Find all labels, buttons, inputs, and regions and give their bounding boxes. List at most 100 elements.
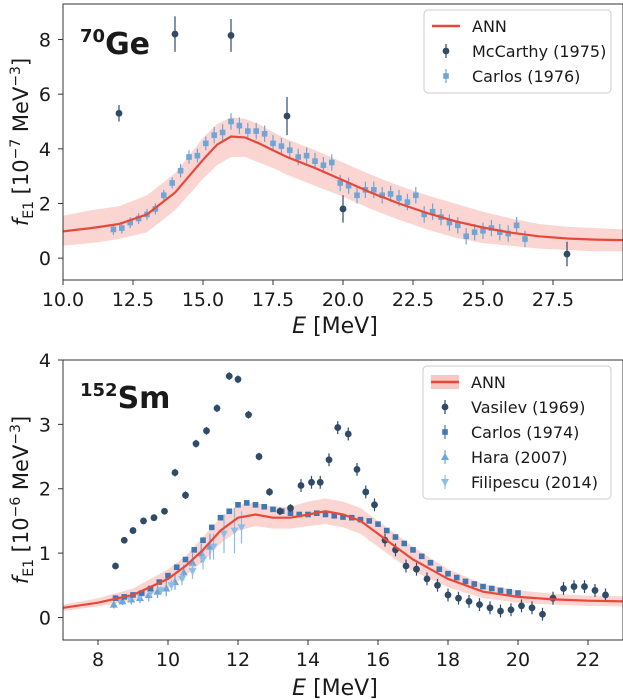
series-vasilev-1969 <box>112 372 609 621</box>
data-point <box>225 372 233 380</box>
data-point <box>463 233 469 240</box>
data-point <box>325 456 333 464</box>
legend-label: Carlos (1974) <box>471 423 579 442</box>
data-point <box>354 192 360 199</box>
x-tick-label: 17.5 <box>252 289 294 311</box>
y-axis-label: fE1 [10−6 MeV−3] <box>8 416 37 584</box>
data-point <box>316 478 324 486</box>
data-point <box>334 424 342 431</box>
legend-label: Vasilev (1969) <box>471 398 585 417</box>
x-tick-label: 14 <box>296 649 320 671</box>
data-point <box>208 524 215 531</box>
data-point <box>115 109 123 117</box>
data-point <box>171 30 179 38</box>
data-point <box>219 129 226 136</box>
data-point <box>413 192 419 199</box>
data-point <box>191 547 198 553</box>
x-tick-label: 22 <box>576 649 600 671</box>
data-point <box>161 507 168 515</box>
legend-marker-swatch <box>441 403 449 411</box>
data-point <box>287 147 293 153</box>
data-point <box>379 192 385 199</box>
data-point <box>383 527 390 534</box>
data-point <box>331 512 338 519</box>
data-point <box>353 466 361 473</box>
series-carlos-1976 <box>110 113 528 248</box>
legend-marker-swatch <box>441 452 449 460</box>
data-point <box>505 230 511 237</box>
legend-label: ANN <box>472 17 507 36</box>
data-point <box>188 558 197 566</box>
data-point <box>303 152 310 159</box>
x-tick-label: 12 <box>226 649 250 671</box>
legend-item: Carlos (1974) <box>442 423 579 442</box>
data-point <box>497 229 503 235</box>
legend-item: Carlos (1976) <box>443 67 580 86</box>
data-point <box>396 195 402 201</box>
legend-box <box>422 365 612 500</box>
data-point <box>162 584 171 592</box>
data-point <box>199 556 207 564</box>
data-point <box>560 585 567 592</box>
data-point <box>497 587 504 594</box>
data-point <box>186 154 192 160</box>
legend-item: Filipescu (2014) <box>441 473 598 492</box>
plot-area <box>63 16 623 267</box>
data-point <box>245 411 252 419</box>
y-tick-label: 6 <box>39 84 51 106</box>
data-point <box>150 514 158 522</box>
y-tick-label: 4 <box>39 350 51 372</box>
data-point <box>455 222 461 229</box>
nucleus-label: 152Sm <box>80 380 170 416</box>
x-tick-label: 22.5 <box>392 289 434 311</box>
data-point <box>446 219 453 226</box>
data-point <box>518 602 525 610</box>
data-point <box>261 131 268 137</box>
data-point <box>178 575 186 584</box>
legend-marker-swatch <box>441 479 449 487</box>
data-point <box>308 478 315 486</box>
legend-item: Hara (2007) <box>441 448 568 467</box>
data-point <box>591 587 599 594</box>
x-tick-label: 20 <box>506 649 530 671</box>
data-point <box>413 565 420 573</box>
data-point <box>480 583 486 590</box>
x-tick-label: 8 <box>92 649 104 671</box>
x-tick-label: 10.0 <box>42 289 84 311</box>
y-tick-label: 8 <box>39 30 51 52</box>
x-tick-label: 18 <box>436 649 460 671</box>
data-point <box>528 604 536 612</box>
plot-frame <box>62 359 623 641</box>
data-point <box>371 501 378 509</box>
data-point <box>227 32 235 39</box>
data-point <box>297 482 305 489</box>
legend-item: McCarthy (1975) <box>442 42 606 61</box>
data-point <box>188 568 197 576</box>
data-point <box>427 559 434 566</box>
data-point <box>235 502 241 508</box>
x-tick-label: 25.0 <box>462 289 504 311</box>
data-point <box>194 152 201 159</box>
series-mccarthy-1975 <box>115 16 571 267</box>
data-point <box>362 488 370 496</box>
data-point <box>161 192 167 199</box>
data-point <box>146 590 155 598</box>
data-point <box>506 588 513 595</box>
data-point <box>171 469 179 477</box>
data-point <box>220 530 228 538</box>
data-point <box>200 537 206 544</box>
data-point <box>110 226 117 233</box>
legend-label: McCarthy (1975) <box>472 42 606 61</box>
data-point <box>329 159 335 166</box>
data-point <box>445 570 451 577</box>
data-point <box>252 502 259 508</box>
data-point <box>410 547 416 553</box>
data-point <box>418 553 425 560</box>
data-point <box>480 228 486 234</box>
data-point <box>228 118 234 125</box>
data-point <box>570 583 578 590</box>
data-point <box>118 597 127 605</box>
data-point <box>444 591 452 599</box>
data-point <box>357 516 364 523</box>
data-point <box>182 491 189 499</box>
